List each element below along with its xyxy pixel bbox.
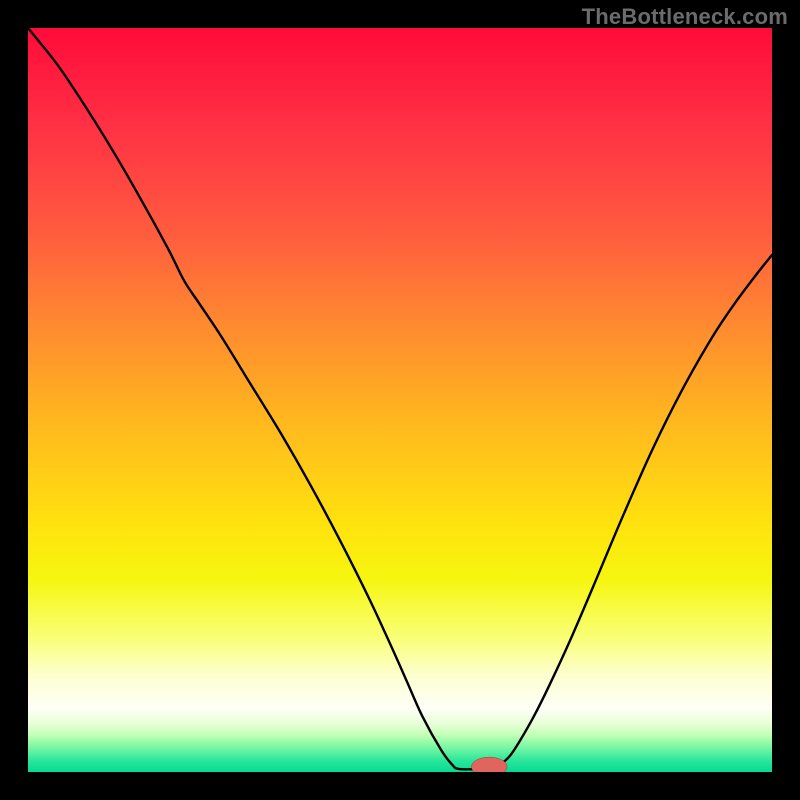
bottleneck-chart (28, 28, 772, 772)
gradient-background (28, 28, 772, 772)
watermark-text: TheBottleneck.com (582, 4, 788, 30)
plot-area (28, 28, 772, 772)
chart-frame: TheBottleneck.com (0, 0, 800, 800)
